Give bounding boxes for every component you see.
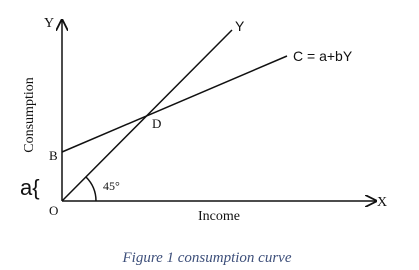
y-axis-label: Y bbox=[44, 16, 54, 31]
x-axis-title: Income bbox=[198, 209, 240, 224]
intersection-label: D bbox=[152, 116, 161, 131]
line-45-label: Y bbox=[235, 18, 245, 34]
intercept-brace-label: a{ bbox=[20, 175, 40, 200]
y-axis-title: Consumption bbox=[22, 77, 37, 152]
intercept-label: B bbox=[49, 148, 58, 163]
angle-label: 45° bbox=[103, 179, 120, 193]
angle-arc bbox=[85, 176, 97, 202]
origin-label: O bbox=[49, 203, 58, 218]
consumption-line-label: C = a+bY bbox=[293, 48, 353, 64]
consumption-line bbox=[61, 55, 288, 153]
x-axis-label: X bbox=[377, 195, 387, 210]
caption: Figure 1 consumption curve bbox=[122, 250, 292, 266]
